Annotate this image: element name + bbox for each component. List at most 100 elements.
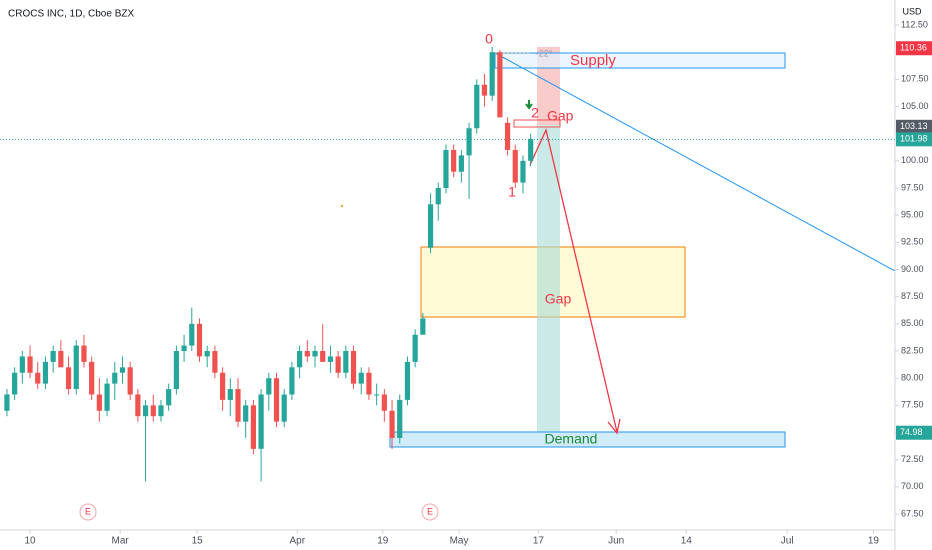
candle-body: [451, 149, 457, 172]
x-tick-label: 19: [868, 536, 880, 547]
candle-body: [504, 122, 511, 150]
y-tick-label: 92.50: [901, 237, 924, 247]
x-tick-label: 15: [192, 536, 204, 547]
candle-body: [297, 351, 303, 368]
x-tick-label: Jun: [608, 536, 624, 547]
candle-body: [273, 378, 280, 422]
candle-body: [397, 399, 403, 438]
y-tick-label: 112.50: [901, 19, 928, 29]
candle-body: [474, 84, 480, 129]
candle-body: [266, 378, 272, 395]
candle-body: [243, 405, 249, 422]
candle-body: [443, 149, 449, 189]
y-tick-label: 72.50: [901, 454, 924, 464]
wave-label: 1: [508, 184, 516, 200]
candle-body: [173, 351, 179, 390]
y-tick-label: 67.50: [901, 508, 924, 518]
currency: USD: [902, 6, 922, 16]
candle-body: [150, 405, 156, 417]
price-label-bg: [896, 132, 932, 147]
candle-body: [374, 394, 380, 396]
x-tick-label: May: [450, 536, 469, 547]
candle-body: [12, 372, 18, 395]
price-label-bg: [896, 41, 932, 56]
y-tick-label: 105.00: [901, 101, 929, 111]
y-tick-label: 107.50: [901, 74, 929, 84]
candle-body: [112, 372, 118, 384]
x-tick-label: Jul: [781, 536, 794, 547]
candle-body: [42, 361, 49, 384]
y-tick-label: 100.00: [901, 155, 929, 165]
candle-body: [389, 410, 395, 438]
candle-body: [65, 367, 72, 390]
trend-line: [494, 52, 896, 272]
candle-body: [481, 84, 488, 96]
x-tick-label: 17: [533, 536, 545, 547]
price-label: 74.98: [900, 427, 923, 437]
price-label: 110.36: [900, 43, 927, 53]
candle-body: [19, 356, 25, 373]
candle-body: [304, 351, 310, 357]
candle-body: [27, 356, 33, 373]
x-tick-label: Apr: [290, 536, 306, 547]
candle-body: [181, 345, 187, 352]
x-tick-label: 14: [681, 536, 693, 547]
candle-body: [73, 345, 79, 390]
candle-body: [142, 405, 149, 417]
candle-body: [227, 389, 233, 400]
candle-body: [520, 160, 526, 183]
chart-title: CROCS INC, 1D, Cboe BZX: [8, 9, 134, 20]
candle-body: [366, 372, 372, 395]
y-tick-label: 80.00: [901, 373, 924, 383]
price-label-bg: [896, 119, 932, 134]
candle-body: [235, 389, 241, 422]
gap-label: Gap: [545, 291, 572, 307]
y-tick-label: 97.50: [901, 182, 924, 192]
candle-body: [458, 155, 464, 172]
candle-body: [58, 351, 64, 368]
candle-body: [435, 188, 441, 205]
price-label: 103.13: [900, 121, 928, 131]
y-tick-label: 87.50: [901, 291, 924, 301]
y-tick-label: 95.00: [901, 210, 924, 220]
candle-body: [466, 128, 472, 156]
candle-body: [528, 139, 534, 161]
demand-zone: [389, 431, 786, 448]
dot: [341, 205, 343, 207]
earnings-icon: [421, 503, 439, 521]
candle-body: [258, 394, 264, 449]
candle-body: [4, 394, 10, 411]
candle-body: [212, 351, 218, 373]
candle-body: [312, 351, 318, 357]
y-tick-label: 90.00: [901, 264, 924, 274]
earnings-label: E: [85, 506, 91, 516]
candle-body: [343, 351, 349, 373]
earnings-label: E: [427, 506, 433, 516]
candle-body: [335, 356, 341, 373]
wave-label: 2: [531, 105, 539, 121]
candle-body: [250, 405, 257, 449]
candle-body: [219, 372, 226, 400]
down-arrow-icon: [525, 100, 533, 110]
demand-label: Demand: [545, 431, 598, 447]
y-tick-label: 77.50: [901, 400, 924, 410]
plot: 67.5070.0072.5075.0077.5080.0082.5085.00…: [0, 19, 929, 547]
price-label-bg: [896, 425, 932, 440]
candle-body: [119, 367, 126, 373]
wave-label: 0: [485, 31, 493, 47]
y-tick-label: 85.00: [901, 318, 924, 328]
candle-body: [289, 367, 295, 395]
candle-body: [489, 52, 495, 96]
candle-body: [404, 361, 411, 400]
x-tick-label: Mar: [112, 536, 130, 547]
arrow-head: [607, 418, 621, 435]
candle-body: [104, 383, 110, 411]
candle-body: [135, 394, 141, 417]
x-tick-label: 19: [377, 536, 389, 547]
candle-body: [320, 351, 326, 362]
candle-body: [497, 52, 503, 118]
candle-body: [327, 356, 334, 362]
y-tick-label: 82.50: [901, 345, 924, 355]
candle-body: [350, 351, 357, 384]
